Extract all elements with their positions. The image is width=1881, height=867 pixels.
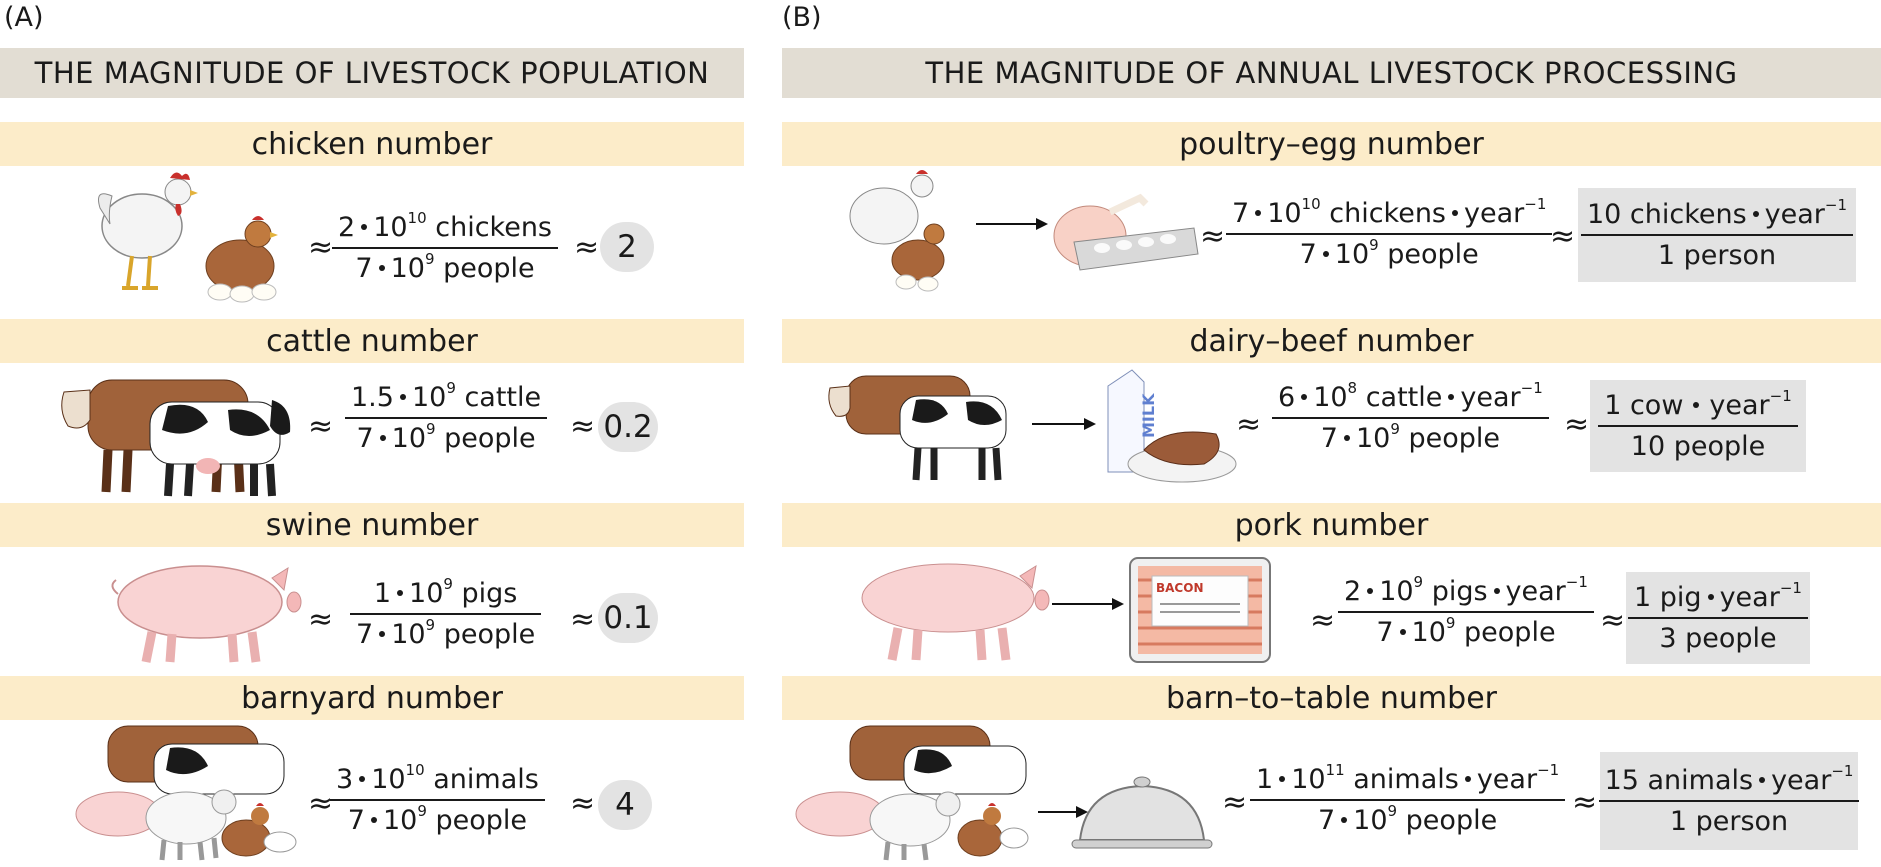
pig-illustration bbox=[111, 565, 302, 663]
approx-symbol: ≈ bbox=[1236, 407, 1262, 442]
right-row-title-2: pork number bbox=[782, 503, 1881, 547]
arrow-right-icon bbox=[1038, 806, 1088, 818]
holstein-cow-icon bbox=[899, 395, 1007, 481]
result-badge: 4 bbox=[598, 780, 652, 830]
rooster-icon bbox=[849, 170, 934, 245]
sheep-icon bbox=[869, 791, 961, 861]
dairy-beef-illustration: MILK bbox=[828, 369, 1237, 483]
pig-icon bbox=[111, 565, 302, 663]
panel-a-banner: THE MAGNITUDE OF LIVESTOCK POPULATION bbox=[0, 48, 744, 98]
approx-symbol: ≈ bbox=[574, 230, 600, 265]
left-fraction-1: 1.5 109 cattle 7 109 people bbox=[345, 379, 548, 454]
left-fraction-2: 1 109 pigs 7 109 people bbox=[350, 575, 542, 650]
approx-symbol: ≈ bbox=[1222, 785, 1248, 820]
right-fraction-3: 1 1011 animals year−1 7 109 people bbox=[1250, 761, 1566, 836]
egg-carton-icon bbox=[1073, 227, 1199, 271]
left-row-title-3: barnyard number bbox=[0, 676, 744, 720]
right-fraction-2: 2 109 pigs year−1 7 109 people bbox=[1338, 573, 1594, 648]
hen-icon bbox=[957, 803, 1003, 857]
numerator-coefficient: 2 bbox=[338, 212, 356, 243]
left-row-title-0: chicken number bbox=[0, 122, 744, 166]
cattle-pair-illustration bbox=[61, 379, 291, 497]
result-badge: 0.2 bbox=[598, 402, 658, 452]
panel-b-letter: (B) bbox=[782, 2, 822, 33]
pig-icon bbox=[861, 563, 1050, 661]
left-row-title-1: cattle number bbox=[0, 319, 744, 363]
holstein-cow-icon bbox=[149, 400, 291, 497]
sheep-icon bbox=[145, 789, 237, 861]
result-badge: 0.1 bbox=[598, 593, 658, 643]
chicken-pair-illustration bbox=[98, 172, 278, 303]
result-box: 15 animals year−1 1 person bbox=[1598, 752, 1860, 850]
bacon-package-icon: BACON bbox=[1129, 557, 1271, 663]
right-row-title-3: barn–to–table number bbox=[782, 676, 1881, 720]
serving-cloche-icon bbox=[1071, 776, 1213, 849]
milk-carton-icon: MILK bbox=[1107, 369, 1158, 473]
steak-plate-icon bbox=[1127, 431, 1237, 483]
numerator-exponent: 10 bbox=[407, 209, 427, 227]
bacon-label: BACON bbox=[1156, 581, 1203, 595]
left-row-title-2: swine number bbox=[0, 503, 744, 547]
arrow-right-icon bbox=[976, 218, 1048, 230]
result-box: 1 cow year−1 10 people bbox=[1590, 380, 1806, 472]
left-fraction-0: 2 1010 chickens 7 109 people bbox=[332, 209, 559, 284]
holstein-cow-icon bbox=[153, 743, 285, 795]
approx-symbol: ≈ bbox=[570, 602, 596, 637]
panel-a-letter: (A) bbox=[4, 2, 44, 33]
approx-symbol: ≈ bbox=[1200, 219, 1226, 254]
result-box: 1 pig year−1 3 people bbox=[1626, 572, 1810, 664]
approx-symbol: ≈ bbox=[1600, 603, 1626, 638]
goose-icon bbox=[263, 831, 297, 853]
right-row-title-0: poultry–egg number bbox=[782, 122, 1881, 166]
milk-label: MILK bbox=[1139, 393, 1158, 438]
holstein-cow-icon bbox=[903, 745, 1027, 795]
hen-icon bbox=[891, 223, 945, 292]
approx-symbol: ≈ bbox=[308, 409, 334, 444]
arrow-right-icon bbox=[1032, 418, 1096, 430]
barn-to-table-illustration bbox=[795, 725, 1213, 861]
panel-b-banner: THE MAGNITUDE OF ANNUAL LIVESTOCK PROCES… bbox=[782, 48, 1881, 98]
pork-illustration: BACON bbox=[861, 557, 1271, 663]
approx-symbol: ≈ bbox=[308, 230, 334, 265]
approx-symbol: ≈ bbox=[1572, 785, 1598, 820]
numerator-unit: chickens bbox=[435, 212, 553, 243]
approx-symbol: ≈ bbox=[1550, 219, 1576, 254]
result-box: 10 chickens year−1 1 person bbox=[1578, 188, 1856, 282]
hen-icon bbox=[221, 803, 271, 857]
right-row-title-1: dairy–beef number bbox=[782, 319, 1881, 363]
approx-symbol: ≈ bbox=[1310, 603, 1336, 638]
approx-symbol: ≈ bbox=[308, 602, 334, 637]
rooster-icon bbox=[98, 172, 198, 290]
goose-icon bbox=[999, 827, 1029, 849]
hen-icon bbox=[205, 216, 278, 303]
left-fraction-3: 3 1010 animals 7 109 people bbox=[330, 761, 545, 836]
poultry-egg-illustration bbox=[849, 170, 1199, 292]
arrow-right-icon bbox=[1052, 598, 1124, 610]
barnyard-illustration bbox=[75, 725, 297, 861]
right-fraction-1: 6 108 cattle year−1 7 109 people bbox=[1272, 379, 1549, 454]
approx-symbol: ≈ bbox=[1564, 407, 1590, 442]
result-badge: 2 bbox=[600, 222, 654, 272]
approx-symbol: ≈ bbox=[308, 786, 334, 821]
approx-symbol: ≈ bbox=[570, 409, 596, 444]
approx-symbol: ≈ bbox=[570, 786, 596, 821]
right-fraction-0: 7 1010 chickens year−1 7 109 people bbox=[1226, 195, 1553, 270]
